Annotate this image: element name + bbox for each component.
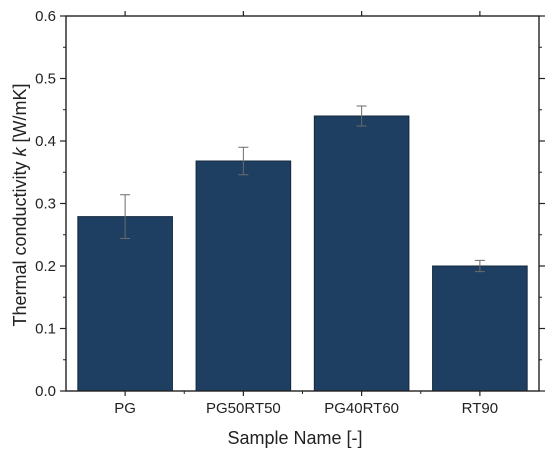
y-tick-label: 0.0: [35, 383, 56, 400]
y-axis-title-symbol: k: [10, 146, 30, 156]
bars-layer: [77, 115, 528, 392]
y-tick-label: 0.6: [35, 8, 56, 25]
x-tick-label-pg: PG: [114, 400, 136, 417]
axes-layer: [60, 11, 545, 396]
bar-pg: [77, 216, 173, 392]
x-tick-label-rt90: RT90: [462, 400, 498, 417]
plot-frame: [65, 15, 540, 392]
bar-pg40rt60: [313, 115, 410, 392]
y-tick-label: 0.1: [35, 321, 56, 338]
x-tick-label-pg40rt60: PG40RT60: [324, 400, 399, 417]
x-axis-title: Sample Name [-]: [227, 428, 362, 448]
bar-pg50rt50: [195, 160, 292, 392]
x-tick-label-pg50rt50: PG50RT50: [206, 400, 281, 417]
y-tick-label: 0.3: [35, 196, 56, 213]
y-axis-title-unit: [W/mK]: [10, 83, 30, 147]
y-axis-title-main: Thermal conductivity: [10, 156, 30, 326]
bar-rt90: [432, 265, 528, 392]
y-axis-title: Thermal conductivity k [W/mK]: [10, 83, 30, 326]
y-tick-label: 0.2: [35, 258, 56, 275]
y-tick-label: 0.4: [35, 133, 56, 150]
error-bars-layer: [120, 105, 485, 273]
y-tick-label: 0.5: [35, 71, 56, 88]
tick-labels-layer: PG PG50RT50 PG40RT60 RT90 0.0 0.1 0.2 0.3 0.4 0.5…: [35, 8, 498, 417]
